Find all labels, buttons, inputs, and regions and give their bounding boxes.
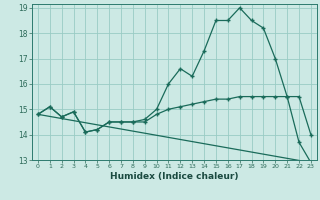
X-axis label: Humidex (Indice chaleur): Humidex (Indice chaleur) <box>110 172 239 181</box>
